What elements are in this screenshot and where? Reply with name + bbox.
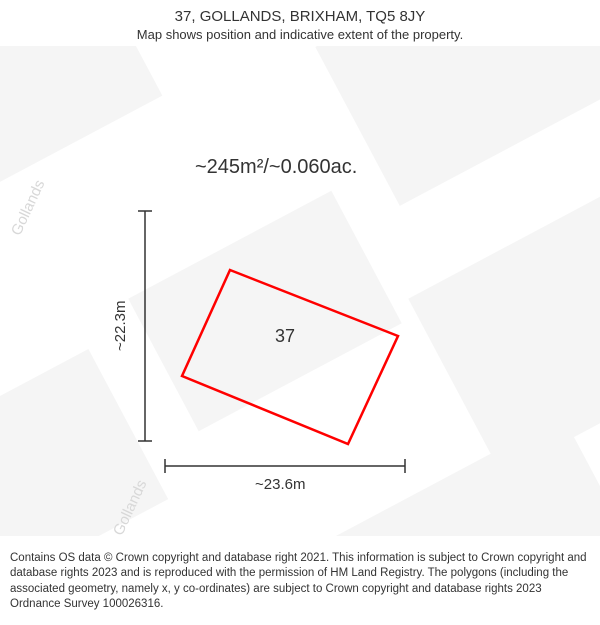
bg-parcel — [0, 349, 168, 536]
bg-parcel — [333, 416, 600, 536]
bg-parcel — [128, 191, 401, 431]
copyright-notice: Contains OS data © Crown copyright and d… — [0, 543, 600, 625]
page-subtitle: Map shows position and indicative extent… — [10, 27, 590, 42]
page-title: 37, GOLLANDS, BRIXHAM, TQ5 8JY — [10, 8, 590, 25]
height-dimension-label: ~22.3m — [112, 301, 129, 351]
area-label: ~245m²/~0.060ac. — [195, 156, 357, 179]
bg-parcel — [0, 46, 162, 218]
bg-parcel — [315, 46, 600, 206]
header: 37, GOLLANDS, BRIXHAM, TQ5 8JY Map shows… — [0, 0, 600, 46]
map-canvas: Gollands Gollands ~245m²/~0.060ac. 37 ~2… — [0, 46, 600, 536]
bg-parcel — [408, 177, 600, 476]
street-label: Gollands — [8, 177, 48, 238]
width-dimension-label: ~23.6m — [255, 476, 305, 493]
plot-number: 37 — [275, 326, 295, 347]
